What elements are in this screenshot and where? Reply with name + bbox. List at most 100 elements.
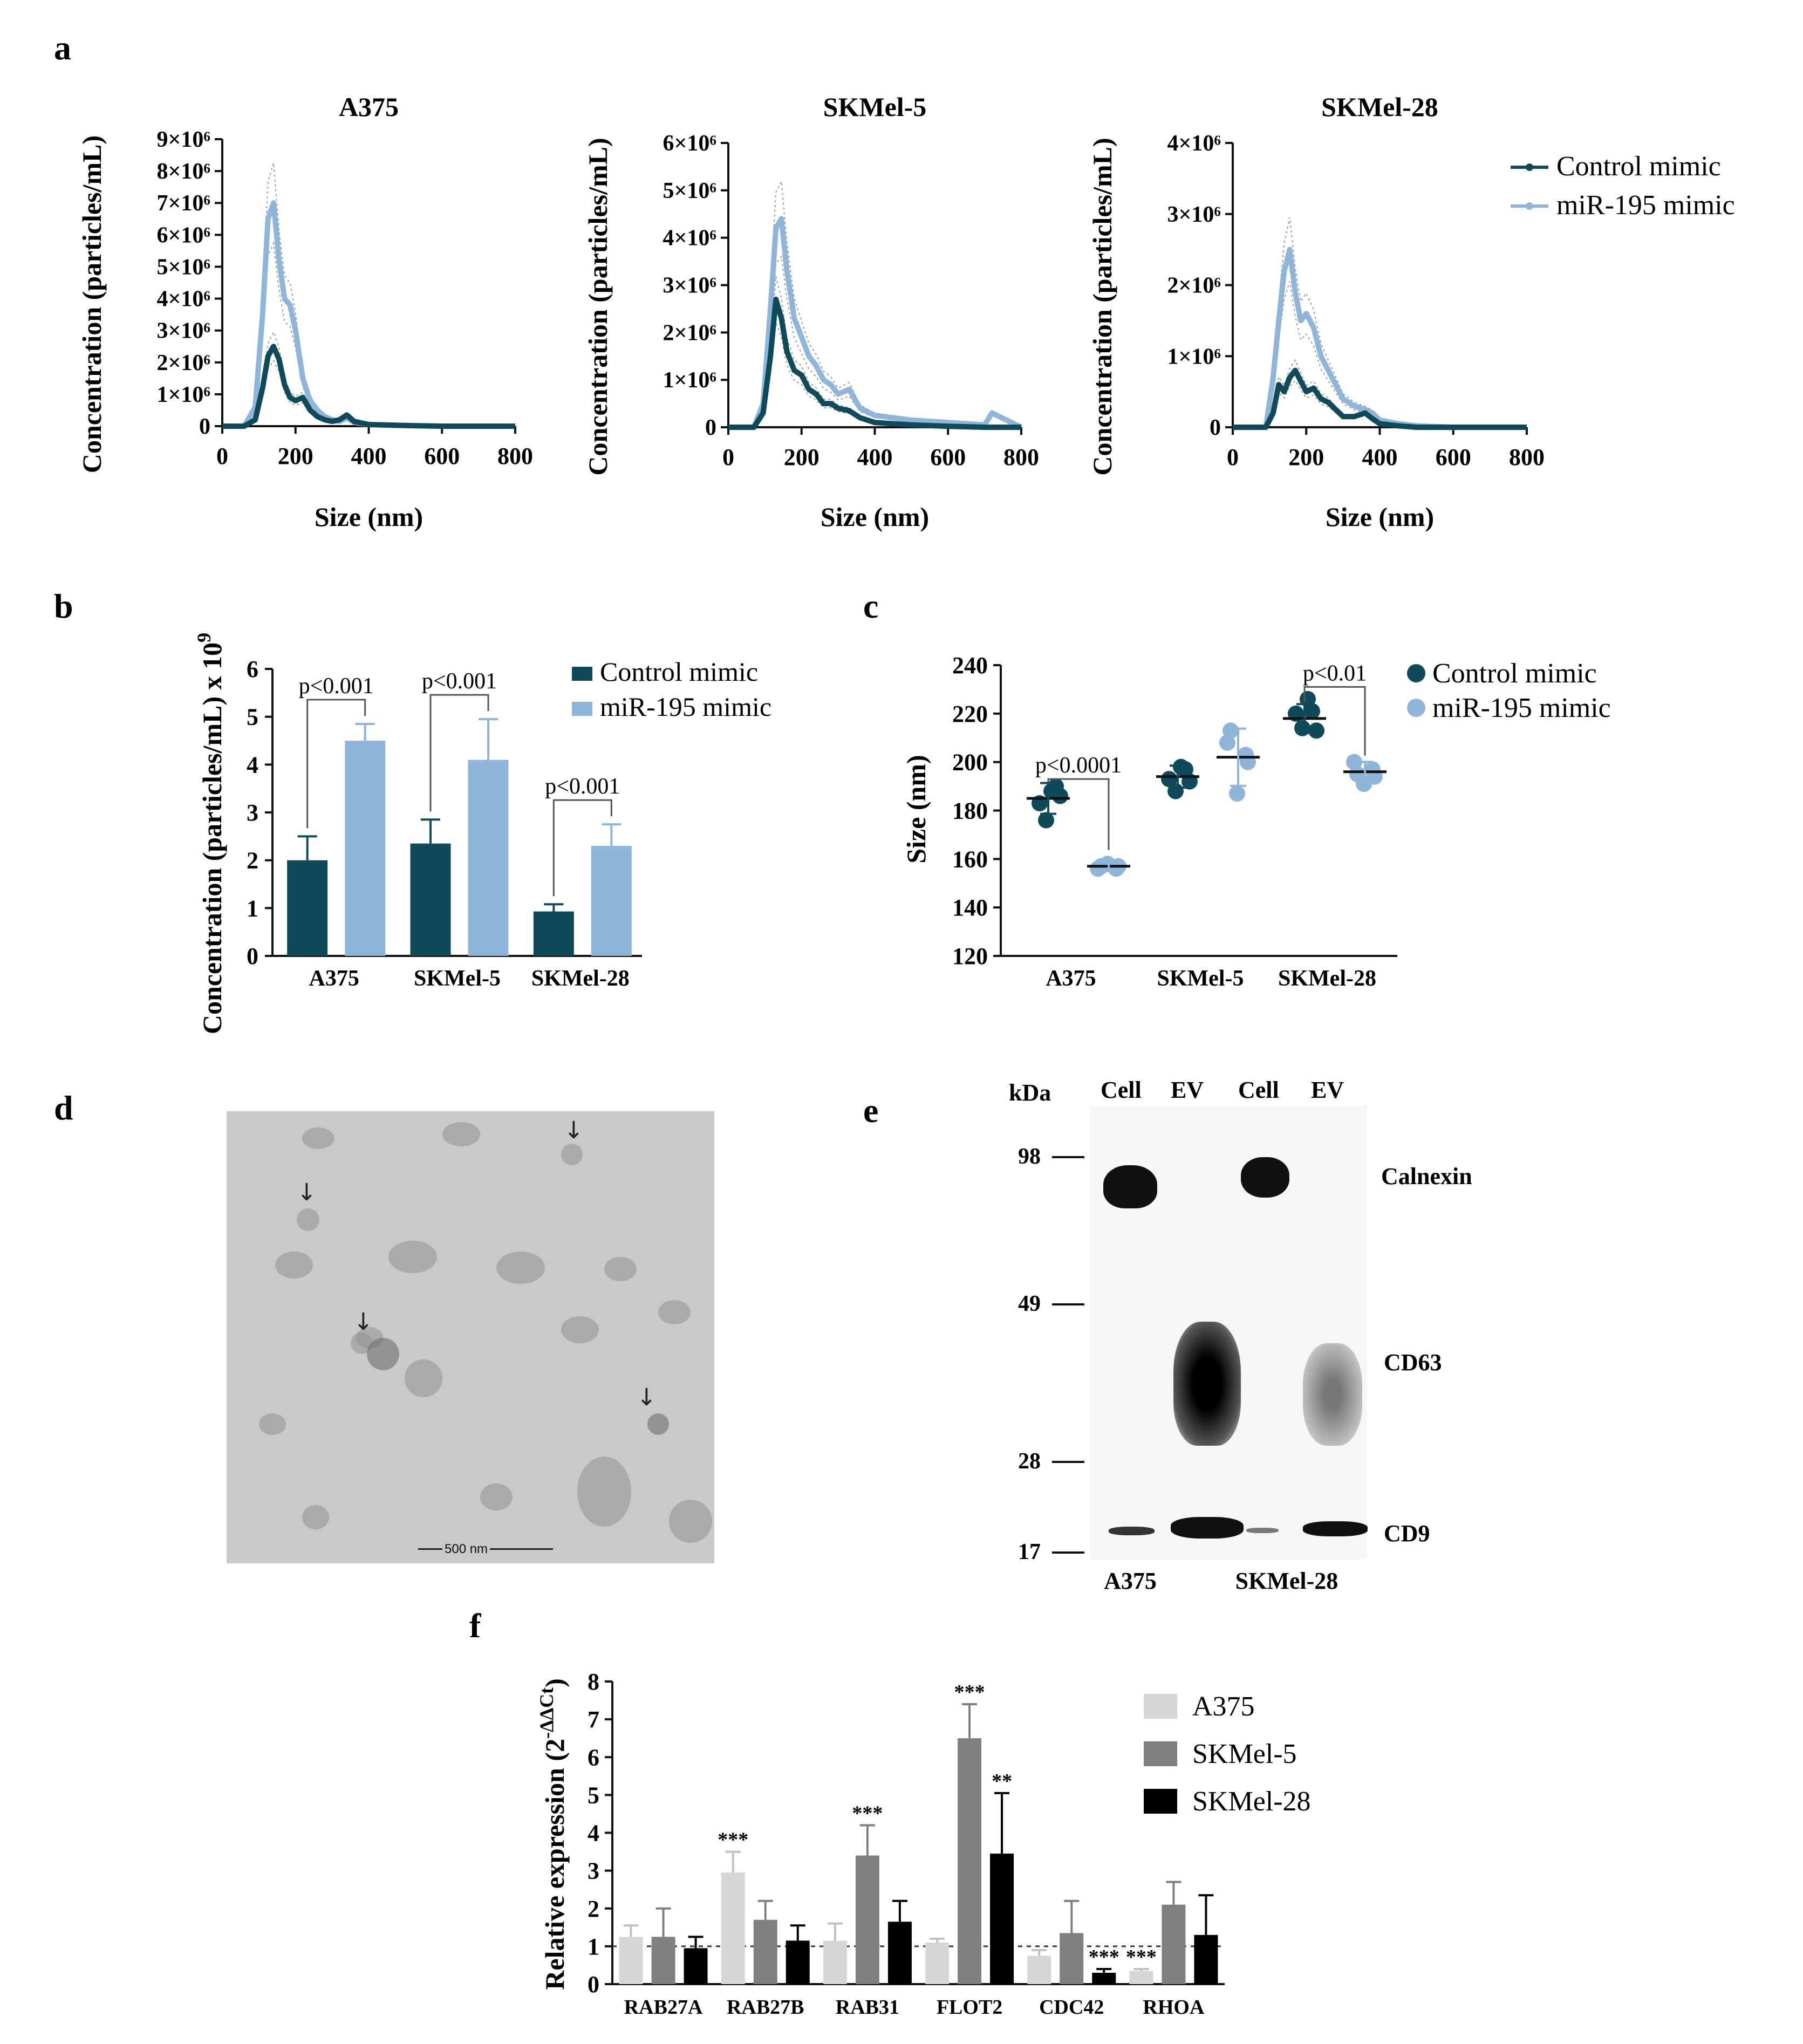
vesicle: [405, 1359, 442, 1397]
x-tick-label: 200: [1288, 444, 1324, 470]
y-tick-label: 6×10⁶: [663, 131, 716, 156]
vesicle: [496, 1252, 545, 1284]
y-tick-label: 5: [247, 704, 258, 730]
legend-control-label: Control mimic: [1556, 151, 1721, 182]
y-tick-label: 3×10⁶: [1167, 202, 1221, 227]
bar-skmel5: [958, 1738, 982, 1984]
arrow-marker: ↓: [353, 1308, 373, 1336]
y-tick-label: 3: [588, 1858, 599, 1884]
y-tick-label: 0: [247, 943, 258, 969]
data-point-mir195: [1229, 785, 1245, 802]
significance-bracket: [429, 694, 489, 812]
nta-chart-SKMel-5: SKMel-5 0 1×10⁶ 2×10⁶ 3×10⁶ 4×10⁶ 5×10⁶ 6×10⁶ 0 2…: [583, 92, 1039, 532]
chart-title: SKMel-28: [1321, 92, 1438, 122]
band-cd63-a375-ev: [1173, 1322, 1241, 1446]
y-tick-label: 5: [588, 1782, 599, 1808]
bar-skmel5: [651, 1937, 675, 1984]
bar-skmel28: [1194, 1934, 1218, 1984]
band-cd9-a375-ev: [1171, 1517, 1244, 1539]
x-tick-label: 0: [1227, 444, 1239, 470]
legend-a375-label: A375: [1192, 1691, 1255, 1722]
legend-skmel5-label: SKMel-5: [1192, 1739, 1297, 1769]
data-point-control: [1308, 722, 1324, 739]
x-tick-label: 0: [216, 443, 228, 469]
vesicle: [561, 1144, 583, 1165]
y-axis-label: Size (nm): [901, 755, 931, 863]
x-axis-label: Size (nm): [315, 502, 423, 532]
legend-skmel28-swatch: [1144, 1789, 1177, 1814]
series-line-mir195: [222, 200, 515, 429]
y-tick-label: 9×10⁶: [156, 127, 210, 152]
bar-skmel5: [1162, 1904, 1186, 1984]
panel-label-c: c: [863, 587, 878, 625]
panel-c-size-scatter-chart: 120 140 160 180 200 220 240 Size (nm) A375 SKMel-…: [901, 652, 1397, 991]
series-line-control: [728, 296, 1021, 430]
bar-skmel28: [684, 1948, 708, 1984]
vesicle: [259, 1413, 286, 1435]
y-axis-label-exponent: 9: [193, 633, 215, 642]
data-point-control: [1167, 783, 1184, 799]
y-tick-label: 6: [588, 1744, 599, 1770]
vesicle: [577, 1457, 631, 1527]
p-value-label: p<0.001: [299, 674, 374, 699]
legend-control-marker: [1526, 163, 1533, 171]
arrow-marker: ↓: [564, 1117, 584, 1144]
x-tick-label: FLOT2: [937, 1996, 1002, 2019]
x-tick-label: 200: [784, 444, 819, 470]
x-tick-label: 200: [278, 443, 313, 469]
y-axis-label: Relative expression (2-ΔΔCt): [536, 1678, 570, 1990]
bar-skmel5: [855, 1855, 879, 1984]
vesicle: [275, 1252, 313, 1279]
significance-marker: ***: [718, 1829, 748, 1851]
vesicle: [480, 1484, 513, 1510]
lane-label-4: EV: [1311, 1077, 1344, 1103]
y-axis-label: Concentration (particles/mL): [1087, 138, 1117, 475]
p-value-label: p<0.01: [1303, 661, 1367, 686]
y-tick-label: 2×10⁶: [663, 320, 716, 345]
vesicle: [297, 1208, 319, 1231]
y-tick-label: 8: [588, 1669, 599, 1695]
y-tick-label: 1×10⁶: [1167, 344, 1221, 369]
x-axis-label: Size (nm): [821, 502, 929, 532]
legend-control-label: Control mimic: [1432, 658, 1597, 689]
data-point-mir195: [1219, 734, 1235, 751]
vesicle: [561, 1316, 599, 1343]
significance-bracket: [1047, 778, 1110, 850]
x-tick-label: RAB27B: [727, 1996, 804, 2019]
y-tick-label: 200: [952, 749, 988, 776]
legend-mir195-swatch: [572, 702, 592, 716]
y-tick-label: 6: [247, 656, 258, 682]
bar-a375: [619, 1937, 643, 1984]
y-tick-label: 2: [247, 847, 258, 874]
y-tick-label: 4: [588, 1820, 599, 1847]
significance-marker: ***: [954, 1681, 985, 1704]
legend-mir195-label: miR-195 mimic: [1432, 693, 1611, 723]
y-tick-label: 4×10⁶: [1167, 131, 1221, 156]
y-tick-label: 7: [588, 1706, 599, 1733]
bar-mir195: [468, 760, 509, 956]
x-tick-label: 600: [424, 443, 460, 469]
nta-chart-SKMel-28: SKMel-28 0 1×10⁶ 2×10⁶ 3×10⁶ 4×10⁶ 0 200 400 600 8…: [1087, 92, 1545, 532]
bar-control: [533, 911, 574, 956]
y-axis-label: Concentration (particles/mL): [77, 135, 107, 473]
band-cd63-skmel28-ev: [1303, 1343, 1362, 1446]
data-point-control: [1161, 771, 1177, 788]
scale-bar-label: 500 nm: [442, 1542, 490, 1557]
x-axis-label: Size (nm): [1326, 502, 1434, 532]
significance-bracket: [306, 699, 366, 829]
bar-skmel5: [753, 1919, 777, 1984]
data-point-control: [1048, 778, 1064, 795]
y-tick-label: 3×10⁶: [156, 319, 210, 344]
protein-cd63: CD63: [1384, 1349, 1442, 1376]
y-tick-label: 0: [705, 415, 716, 440]
panel-label-b: b: [54, 587, 73, 625]
x-tick-label: RAB27A: [624, 1996, 703, 2019]
cell-line-a375: A375: [1104, 1568, 1157, 1594]
bar-skmel5: [1060, 1933, 1084, 1984]
significance-marker: ***: [1089, 1946, 1119, 1968]
band-cd9-a375-cell: [1109, 1527, 1155, 1535]
arrow-marker: ↓: [297, 1179, 317, 1206]
panel-label-f: f: [469, 1607, 481, 1645]
y-tick-label: 0: [588, 1971, 599, 1998]
